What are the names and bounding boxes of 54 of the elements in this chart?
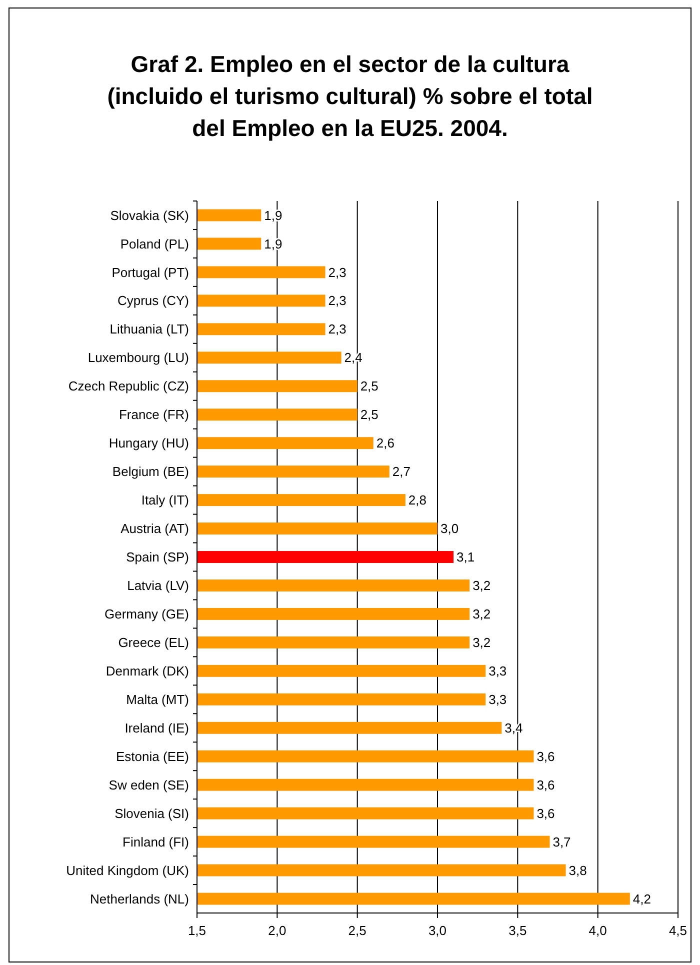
x-tick-label: 4,0 [588, 923, 607, 938]
y-tick-label: Germany (GE) [104, 606, 189, 622]
y-tick-label: France (FR) [118, 407, 189, 422]
data-label: 3,3 [488, 692, 507, 707]
y-tick-label: Italy (IT) [141, 492, 189, 508]
data-label: 2,3 [328, 322, 346, 337]
y-tick-label: Greece (EL) [118, 634, 189, 650]
y-tick-label: Finland (FI) [122, 834, 189, 850]
data-label: 2,8 [408, 492, 427, 508]
y-tick-label: Latvia (LV) [127, 578, 189, 594]
data-label: 2,3 [328, 264, 346, 280]
data-label: 3,0 [440, 521, 459, 536]
y-tick-label: Estonia (EE) [116, 748, 189, 764]
x-tick-label: 4,5 [668, 923, 688, 938]
data-label: 2,3 [328, 293, 346, 308]
y-tick-label: Lithuania (LT) [110, 322, 189, 337]
x-tick-label: 1,5 [188, 923, 206, 938]
y-tick-label: Poland (PL) [120, 236, 189, 252]
y-tick-label: Malta (MT) [126, 692, 189, 707]
data-label: 3,6 [536, 748, 555, 764]
data-label: 3,3 [488, 663, 507, 678]
x-tick-label: 3,5 [508, 923, 527, 938]
data-label: 3,2 [472, 578, 491, 594]
y-tick-label: Slovenia (SI) [114, 806, 189, 821]
data-label: 2,5 [360, 378, 378, 394]
data-label: 4,2 [632, 891, 651, 906]
y-tick-label: Portugal (PT) [112, 264, 189, 280]
y-tick-label: Belgium (BE) [112, 464, 189, 480]
y-tick-label: Spain (SP) [126, 550, 189, 565]
data-label: 3,2 [472, 634, 491, 650]
data-label: 3,8 [568, 862, 587, 878]
y-tick-label: Sw eden (SE) [108, 777, 189, 792]
y-tick-label: Netherlands (NL) [90, 891, 189, 906]
y-tick-label: Luxembourg (LU) [88, 350, 189, 366]
x-tick-label: 2,0 [268, 923, 286, 938]
data-label: 2,6 [376, 436, 394, 451]
y-tick-label: Cyprus (CY) [117, 293, 189, 308]
data-label: 3,6 [536, 777, 555, 792]
y-tick-label: Denmark (DK) [106, 663, 189, 678]
y-tick-label: Slovakia (SK) [110, 208, 189, 223]
data-label: 2,5 [360, 407, 378, 422]
chart-title: Graf 2. Empleo en el sector de la cultura (incluido el turismo cultural) % sobre el total del Empleo en la EU25. 2004. [107, 51, 593, 141]
x-tick-label: 2,5 [348, 923, 366, 938]
y-tick-label: Czech Republic (CZ) [68, 378, 189, 394]
y-tick-label: United Kingdom (UK) [66, 862, 189, 878]
data-label: 3,7 [552, 834, 571, 850]
data-label: 2,7 [392, 464, 410, 480]
y-tick-label: Austria (AT) [120, 521, 189, 536]
x-tick-label: 3,0 [428, 923, 447, 938]
data-label: 3,1 [456, 550, 475, 565]
y-tick-label: Hungary (HU) [108, 436, 189, 451]
data-label: 3,6 [536, 806, 555, 821]
data-label: 3,2 [472, 606, 491, 622]
y-tick-label: Ireland (IE) [124, 720, 189, 736]
